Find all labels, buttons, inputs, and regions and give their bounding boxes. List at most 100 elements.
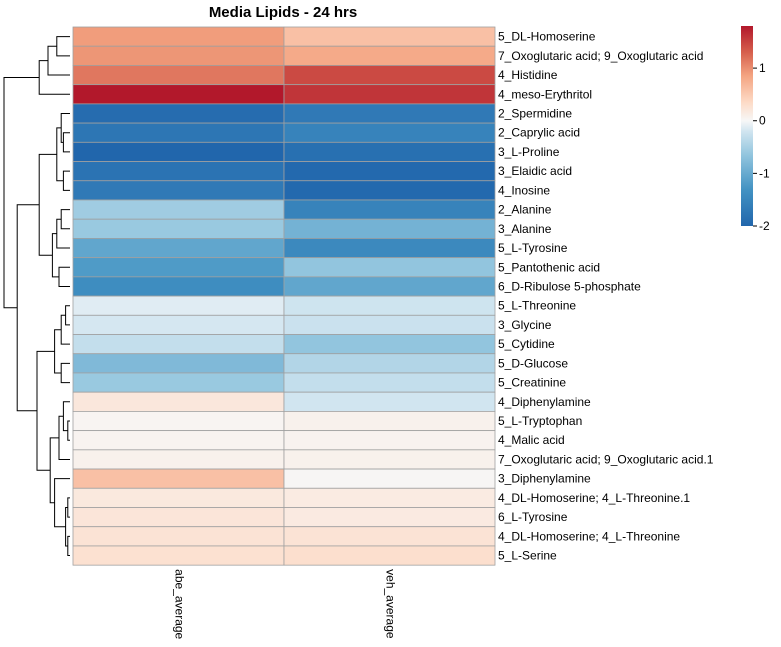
row-label: 4_DL-Homoserine; 4_L-Threonine [498,529,680,543]
heatmap-cell [72,295,285,316]
dendrogram-branch [38,153,57,256]
dendrogram-branch [62,401,70,432]
heatmap-cell [72,353,285,374]
heatmap-cell [283,141,496,162]
dendrogram-branch [65,305,70,326]
heatmap-cell [72,65,285,86]
heatmap-cell [283,218,496,239]
heatmap-cell [283,295,496,316]
heatmap-cell [283,199,496,220]
row-label: 3_L-Proline [498,145,560,159]
heatmap-cell [72,468,285,489]
row-label: 2_Alanine [498,203,552,217]
dendrogram-branch [67,535,70,557]
heatmap-cell [72,545,285,566]
heatmap-cell [72,45,285,66]
row-label: 7_Oxoglutaric acid; 9_Oxoglutaric acid [498,49,703,63]
dendrogram-branch [36,350,55,471]
heatmap-cell [283,161,496,182]
heatmap-cell [283,449,496,470]
heatmap-cell [283,410,496,432]
heatmap-cells [72,26,496,566]
dendrogram-branch [56,36,70,57]
heatmap-cell [283,276,496,297]
heatmap-cell [72,257,285,278]
heatmap-cell [283,257,496,278]
heatmap-cell [72,391,285,412]
dendrogram-branch [67,420,70,441]
row-labels: 5_DL-Homoserine 7_Oxoglutaric acid; 9_Oxo… [498,30,714,563]
legend-tick-label: 1 [759,61,766,75]
row-label: 5_Creatinine [498,376,566,390]
legend-tick-label: -2 [759,219,770,233]
dendrogram-branch [60,209,70,230]
color-legend: 1 0 -1 -2 [741,26,770,233]
dendrogram-branch [60,362,70,384]
heatmap-cell [283,180,496,201]
dendrogram-branch [3,76,40,309]
row-label: 4_Inosine [498,183,550,197]
dendrogram-branch [58,266,70,287]
row-label: 5_D-Glucose [498,356,568,370]
heatmap-cell [72,26,285,47]
row-label: 5_L-Tyrosine [498,241,568,255]
row-label: 5_L-Serine [498,549,557,563]
heatmap-cell [72,84,285,105]
dendrogram-branch [62,170,70,191]
dendrogram-branch [16,204,40,412]
heatmap-cell [283,103,496,124]
heatmap-cell [72,199,285,220]
heatmap-cell [283,526,496,547]
dendrogram-branch [38,60,70,95]
heatmap-cell [72,141,285,162]
column-label: abe_average [172,569,186,639]
row-label: 6_D-Ribulose 5-phosphate [498,279,641,293]
heatmap-cell [283,545,496,566]
heatmap-cell [72,180,285,201]
chart-title: Media Lipids - 24 hrs [209,4,357,21]
row-label: 7_Oxoglutaric acid; 9_Oxoglutaric acid.1 [498,452,714,466]
heatmap-cell [283,65,496,86]
row-label: 5_Pantothenic acid [498,260,600,274]
heatmap-cell [72,238,285,259]
row-label: 4_DL-Homoserine; 4_L-Threonine.1 [498,491,690,505]
heatmap-cell [283,334,496,355]
dendrogram-branch [67,497,70,518]
heatmap-cell [283,507,496,528]
row-label: 6_L-Tyrosine [498,510,568,524]
row-label: 3_Glycine [498,318,552,332]
heatmap-cell [72,507,285,528]
row-label: 2_Caprylic acid [498,126,580,140]
heatmap-cell [72,410,285,432]
row-label: 4_Diphenylamine [498,395,591,409]
dendrogram-branch [54,329,62,374]
row-label: 3_Elaidic acid [498,164,572,178]
row-label: 2_Spermidine [498,106,572,120]
heatmap-cell [72,487,285,508]
heatmap-cell [283,238,496,259]
legend-color-bar [741,26,753,226]
heatmap-cell [72,449,285,470]
dendrogram-branch [56,127,64,182]
heatmap-cell [72,314,285,335]
heatmap-cell [283,372,496,393]
heatmap-cell [283,353,496,374]
heatmap-cell [72,334,285,355]
heatmap-cell [72,372,285,393]
dendrogram-branch [56,218,70,249]
heatmap-cell [283,391,496,412]
dendrogram-branch [60,112,70,143]
row-dendrogram [3,36,70,557]
column-label: veh_average [383,569,397,639]
heatmap-cell [283,26,496,47]
dendrogram-branch [47,45,70,76]
dendrogram-branch [62,132,70,153]
heatmap-cell [72,430,285,451]
row-label: 5_DL-Homoserine [498,30,596,44]
heatmap-cell [72,276,285,297]
heatmap-cell [72,161,285,182]
dendrogram-branch [58,415,70,460]
row-label: 5_Cytidine [498,337,555,351]
heatmap-cell [283,122,496,143]
